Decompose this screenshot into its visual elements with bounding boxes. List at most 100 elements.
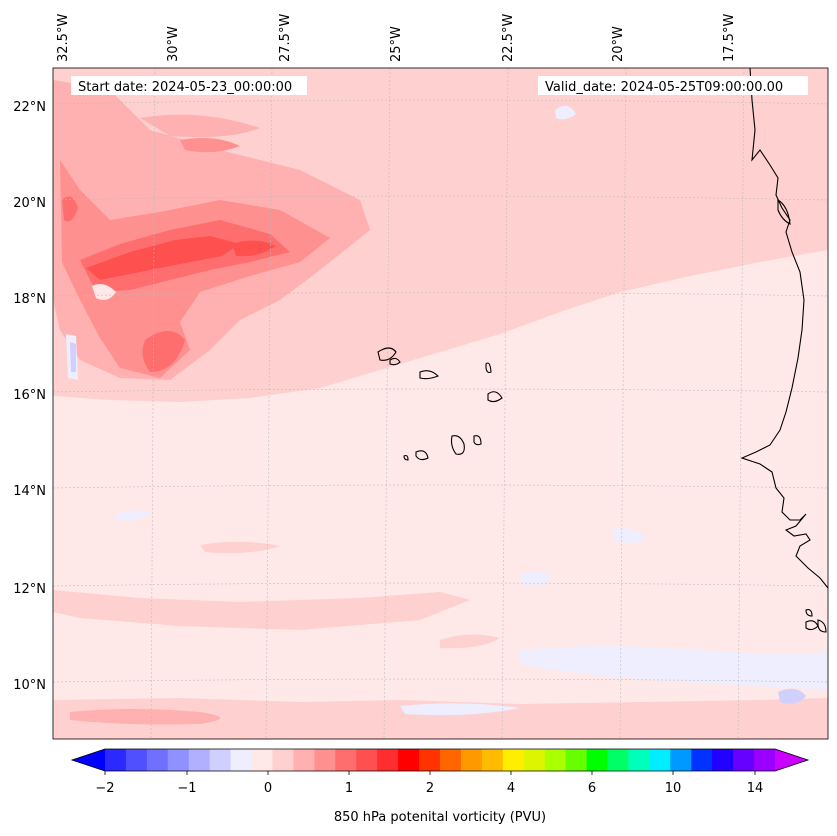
pv-contour-fills bbox=[53, 68, 828, 739]
island-coastline bbox=[817, 619, 827, 633]
pv-contour-region bbox=[778, 688, 806, 704]
colorbar-swatch bbox=[628, 749, 650, 771]
lat-tick-label: 10°N bbox=[13, 678, 46, 693]
island-coastline bbox=[450, 435, 465, 455]
colorbar-tick-label: 14 bbox=[747, 781, 764, 796]
colorbar-swatch bbox=[209, 749, 232, 771]
lat-tick-label: 20°N bbox=[13, 196, 46, 211]
latitude-axis: 22°N 20°N 18°N 16°N 14°N 12°N 10°N bbox=[13, 100, 46, 693]
colorbar-swatch bbox=[586, 749, 608, 771]
colorbar-swatches bbox=[105, 749, 776, 771]
colorbar-tick-label: −2 bbox=[95, 781, 114, 796]
start-date-label: Start date: 2024-05-23_00:00:00 bbox=[78, 80, 292, 95]
colorbar-title: 850 hPa potenital vorticity (PVU) bbox=[334, 810, 546, 825]
colorbar-tick-label: 2 bbox=[426, 781, 434, 796]
colorbar-swatch bbox=[335, 749, 357, 771]
colorbar-tick-label: 4 bbox=[507, 781, 515, 796]
pv-contour-region bbox=[180, 138, 240, 153]
pv-contour-region bbox=[62, 196, 78, 222]
pv-contour-region bbox=[70, 342, 76, 372]
colorbar-tick-label: −1 bbox=[177, 781, 196, 796]
map-panel: Start date: 2024-05-23_00:00:00 Valid_da… bbox=[52, 67, 829, 740]
island-coastline bbox=[473, 435, 482, 446]
island-coastline bbox=[777, 199, 791, 225]
pv-contour-region bbox=[612, 528, 646, 544]
pv-contour-region bbox=[92, 284, 116, 300]
lon-tick-label: 25°W bbox=[389, 26, 404, 62]
colorbar-swatch bbox=[377, 749, 399, 771]
pv-contour-region bbox=[70, 709, 220, 725]
pv-contour-region bbox=[86, 236, 240, 280]
colorbar-swatch bbox=[419, 749, 441, 771]
pv-contour-region bbox=[555, 105, 576, 120]
coastlines bbox=[377, 68, 828, 633]
colorbar-swatch bbox=[523, 749, 546, 771]
valid-date-box bbox=[538, 76, 808, 95]
colorbar-swatch bbox=[440, 749, 462, 771]
colorbar-swatch bbox=[167, 749, 190, 771]
africa-coastline bbox=[740, 68, 828, 589]
colorbar-swatch bbox=[460, 749, 483, 771]
colorbar-swatch bbox=[293, 749, 315, 771]
island-coastline bbox=[415, 450, 429, 461]
colorbar-swatch bbox=[565, 749, 588, 771]
island-coastline bbox=[485, 362, 492, 374]
pv-contour-region bbox=[200, 541, 280, 554]
colorbar-swatch bbox=[272, 749, 294, 771]
lon-tick-label: 22.5°W bbox=[501, 14, 516, 62]
island-coastline bbox=[487, 391, 503, 403]
colorbar-swatch bbox=[733, 749, 755, 771]
island-coastline bbox=[805, 609, 813, 617]
colorbar-max-extend bbox=[775, 749, 808, 771]
pv-contour-region bbox=[53, 590, 470, 630]
island-coastline bbox=[389, 357, 401, 366]
lat-tick-label: 14°N bbox=[13, 484, 46, 499]
colorbar-tick-label: 1 bbox=[345, 781, 353, 796]
lat-tick-label: 12°N bbox=[13, 582, 46, 597]
colorbar-swatch bbox=[230, 749, 253, 771]
colorbar-swatch bbox=[544, 749, 567, 771]
lon-tick-label: 17.5°W bbox=[722, 14, 737, 62]
map-frame bbox=[52, 67, 829, 740]
colorbar-swatch bbox=[398, 749, 420, 771]
pv-contour-region bbox=[400, 703, 520, 716]
colorbar-swatch bbox=[481, 749, 504, 771]
colorbar-tick-label: 0 bbox=[264, 781, 272, 796]
lat-tick-label: 22°N bbox=[13, 100, 46, 115]
colorbar-swatch bbox=[251, 749, 273, 771]
colorbar-swatch bbox=[125, 749, 148, 771]
lat-tick-label: 16°N bbox=[13, 388, 46, 403]
colorbar-tick-labels: −2 −1 0 1 2 4 6 10 14 bbox=[95, 781, 763, 796]
longitude-axis: 32.5°W 30°W 27.5°W 25°W 22.5°W 20°W 17.5… bbox=[56, 14, 737, 62]
lat-tick-label: 18°N bbox=[13, 292, 46, 307]
colorbar-swatch bbox=[105, 749, 127, 771]
pv-contour-region bbox=[53, 68, 828, 402]
colorbar-swatch bbox=[314, 749, 336, 771]
pv-contour-region bbox=[520, 571, 552, 586]
lon-tick-label: 32.5°W bbox=[56, 14, 71, 62]
colorbar-swatch bbox=[670, 749, 692, 771]
island-coastline bbox=[403, 454, 409, 461]
colorbar-swatch bbox=[754, 749, 776, 771]
colorbar-swatch bbox=[712, 749, 734, 771]
map-gridlines bbox=[53, 68, 828, 739]
colorbar-tick-label: 6 bbox=[588, 781, 596, 796]
colorbar-min-extend bbox=[72, 749, 105, 771]
colorbar-swatch bbox=[607, 749, 629, 771]
colorbar-ticks bbox=[104, 771, 756, 775]
lon-tick-label: 27.5°W bbox=[278, 14, 293, 62]
colorbar: −2 −1 0 1 2 4 6 10 14 850 hPa potenital … bbox=[70, 748, 810, 825]
pv-contour-region bbox=[232, 240, 276, 257]
pv-contour-region bbox=[53, 698, 828, 739]
colorbar-tick-label: 10 bbox=[665, 781, 682, 796]
island-coastline bbox=[377, 347, 397, 361]
valid-date-label: Valid_date: 2024-05-25T09:00:00.00 bbox=[545, 80, 783, 95]
pv-contour-region bbox=[520, 646, 828, 690]
start-date-box bbox=[71, 76, 307, 95]
colorbar-swatch bbox=[649, 749, 671, 771]
colorbar-swatch bbox=[502, 749, 525, 771]
colorbar-swatch bbox=[188, 749, 211, 771]
colorbar-swatch bbox=[146, 749, 169, 771]
colorbar-swatch bbox=[356, 749, 378, 771]
